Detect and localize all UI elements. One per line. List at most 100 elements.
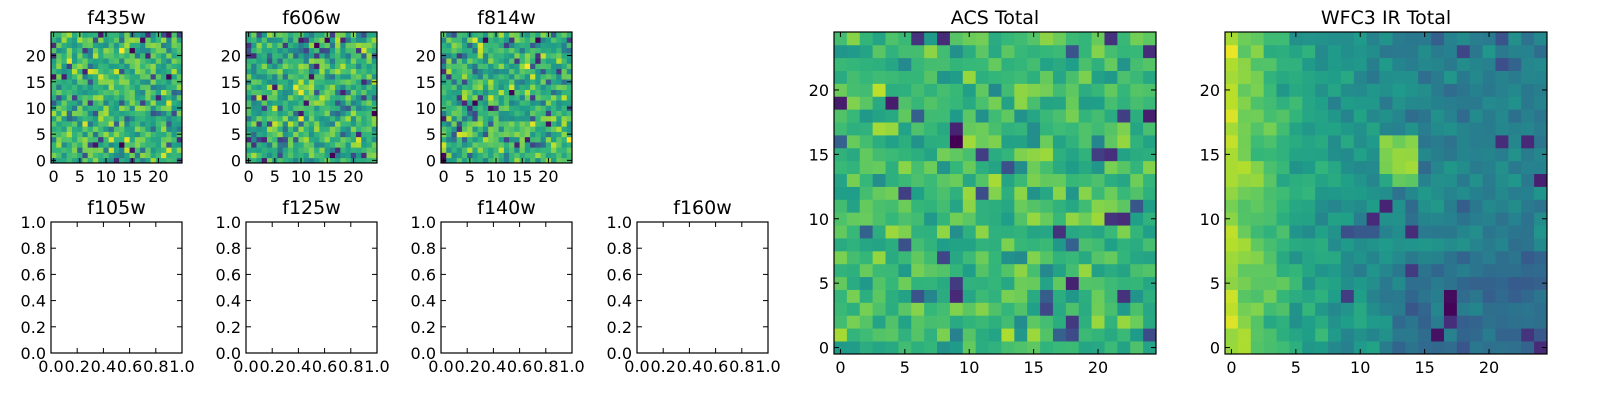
heatmap-cell bbox=[975, 328, 989, 342]
heatmap-cell bbox=[1130, 70, 1144, 84]
heatmap-cell bbox=[540, 68, 547, 75]
heatmap-cell bbox=[467, 84, 473, 90]
heatmap-cell bbox=[566, 89, 573, 96]
heatmap-cell bbox=[1052, 173, 1067, 187]
heatmap-cell bbox=[145, 100, 151, 106]
heatmap-cell bbox=[1052, 212, 1067, 226]
heatmap-cell bbox=[282, 58, 289, 64]
heatmap-cell bbox=[561, 52, 568, 59]
y-tick-label: 0 bbox=[36, 151, 46, 170]
heatmap-cell bbox=[834, 122, 848, 136]
x-tick-label: 0.4 bbox=[677, 357, 702, 376]
heatmap-cell bbox=[261, 110, 268, 117]
heatmap-cell bbox=[1418, 70, 1432, 84]
heatmap-cell bbox=[911, 315, 925, 329]
heatmap-cell bbox=[1225, 135, 1239, 149]
heatmap-cell bbox=[498, 52, 505, 59]
heatmap-cell bbox=[66, 58, 73, 64]
heatmap-cell bbox=[1104, 276, 1118, 290]
heatmap-cell bbox=[371, 42, 378, 49]
heatmap-cell bbox=[467, 58, 473, 64]
heatmap-cell bbox=[834, 341, 848, 355]
heatmap-cell bbox=[277, 152, 284, 159]
heatmap-cell bbox=[261, 121, 268, 127]
heatmap-cell bbox=[251, 68, 257, 75]
heatmap-cell bbox=[345, 73, 352, 80]
heatmap-cell bbox=[108, 84, 115, 90]
heatmap-cell bbox=[1392, 315, 1406, 329]
heatmap-cell bbox=[171, 157, 178, 164]
heatmap-cell bbox=[103, 47, 109, 54]
heatmap-cell bbox=[1315, 199, 1329, 213]
heatmap-cell bbox=[350, 73, 357, 80]
heatmap-cell bbox=[859, 186, 873, 200]
heatmap-cell bbox=[1443, 328, 1458, 342]
heatmap-cell bbox=[103, 63, 109, 70]
heatmap-cell bbox=[1130, 44, 1144, 59]
heatmap-cell bbox=[503, 110, 510, 117]
heatmap-cell bbox=[446, 84, 452, 90]
heatmap-cell bbox=[1405, 238, 1419, 252]
heatmap-cell bbox=[924, 341, 938, 355]
heatmap-cell bbox=[61, 147, 68, 153]
heatmap-cell bbox=[441, 47, 447, 54]
heatmap-cell bbox=[166, 37, 172, 43]
heatmap-cell bbox=[885, 57, 899, 71]
heatmap-cell bbox=[451, 100, 458, 106]
heatmap-cell bbox=[441, 37, 447, 43]
heatmap-cell bbox=[77, 52, 83, 59]
heatmap-cell bbox=[1250, 225, 1264, 239]
heatmap-cell bbox=[1353, 135, 1368, 149]
heatmap-cell bbox=[503, 79, 510, 85]
heatmap-cell bbox=[1289, 122, 1303, 136]
heatmap-cell bbox=[266, 110, 273, 117]
heatmap-cell bbox=[251, 152, 257, 159]
heatmap-cell bbox=[119, 157, 125, 164]
heatmap-cell bbox=[371, 32, 378, 38]
heatmap-cell bbox=[859, 263, 873, 278]
heatmap-cell bbox=[1078, 57, 1092, 71]
heatmap-cell bbox=[277, 136, 284, 143]
heatmap-cell bbox=[329, 89, 336, 96]
heatmap-cell bbox=[356, 84, 362, 90]
heatmap-cell bbox=[859, 289, 873, 303]
heatmap-cell bbox=[340, 110, 346, 117]
heatmap-cell bbox=[937, 212, 951, 226]
heatmap-cell bbox=[314, 37, 320, 43]
heatmap-cell bbox=[898, 122, 912, 136]
heatmap-cell bbox=[282, 110, 289, 117]
heatmap-cell bbox=[308, 100, 315, 106]
heatmap-cell bbox=[335, 79, 341, 85]
heatmap-cell bbox=[1521, 328, 1535, 342]
heatmap-cell bbox=[1431, 70, 1445, 84]
heatmap-cell bbox=[282, 142, 289, 148]
heatmap-cell bbox=[545, 115, 552, 122]
heatmap-cell bbox=[256, 32, 263, 38]
heatmap-cell bbox=[361, 136, 367, 143]
panel-title: f160w bbox=[673, 197, 732, 219]
heatmap-cell bbox=[1052, 341, 1067, 355]
heatmap-cell bbox=[556, 115, 562, 122]
heatmap-cell bbox=[298, 42, 304, 49]
heatmap-cell bbox=[1431, 135, 1445, 149]
heatmap-cell bbox=[361, 68, 367, 75]
heatmap-cell bbox=[1276, 109, 1290, 123]
heatmap-cell bbox=[1443, 32, 1458, 46]
heatmap-cell bbox=[140, 100, 146, 106]
heatmap-cell bbox=[166, 94, 172, 101]
heatmap-cell bbox=[293, 147, 299, 153]
heatmap-cell bbox=[277, 94, 284, 101]
heatmap-cell bbox=[329, 157, 336, 164]
heatmap-cell bbox=[535, 42, 541, 49]
heatmap-cell bbox=[140, 126, 146, 132]
heatmap-cell bbox=[1495, 173, 1509, 187]
heatmap-cell bbox=[251, 47, 257, 54]
heatmap-cell bbox=[885, 70, 899, 84]
heatmap-cell bbox=[1263, 315, 1277, 329]
heatmap-cell bbox=[155, 126, 162, 132]
heatmap-cell bbox=[1143, 238, 1157, 252]
heatmap-cell bbox=[303, 100, 310, 106]
heatmap-cell bbox=[962, 96, 977, 110]
heatmap-cell bbox=[493, 142, 499, 148]
heatmap-cell bbox=[82, 37, 89, 43]
